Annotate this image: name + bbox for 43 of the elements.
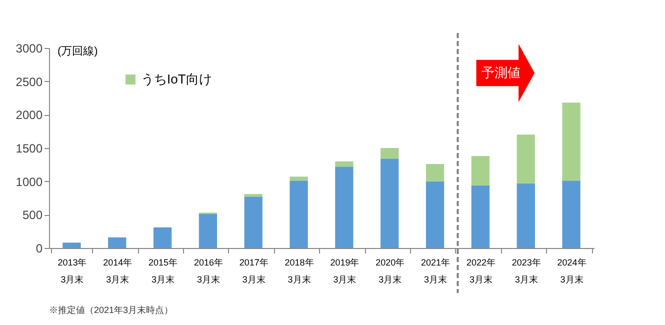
bar [244, 194, 262, 197]
bar [62, 242, 81, 248]
bar [516, 183, 535, 248]
y-tick-label: 1000 [16, 174, 43, 189]
y-tick-label: 3000 [16, 42, 43, 56]
bar [244, 196, 262, 248]
bar [562, 180, 580, 248]
bar [335, 166, 354, 248]
bar [426, 164, 444, 182]
bar [380, 158, 399, 248]
x-tick-label: 2016年 3月末 [194, 258, 223, 284]
text: ※推定値（2021年3月末時点） [49, 305, 174, 315]
bar [198, 214, 218, 248]
x-tick-label: 2014年 3月末 [103, 258, 132, 284]
x-tick-label: 2013年 3月末 [58, 258, 87, 284]
bar [108, 237, 126, 248]
bar [562, 102, 580, 181]
x-tick-label: 2024年 3月末 [557, 258, 586, 284]
x-tick-label: 2019年 3月末 [330, 258, 360, 284]
y-tick-label: 2000 [16, 108, 43, 122]
legend-label: うちIoT向け [141, 72, 212, 86]
y-axis-title: (万回線) [58, 46, 98, 58]
x-tick-label: 2022年 3月末 [466, 258, 496, 284]
x-tick-label: 2020年 3月末 [376, 258, 405, 284]
y-tick-label: 1500 [16, 142, 43, 156]
bar [471, 156, 490, 186]
bar [335, 161, 354, 167]
y-tick-label: 2500 [16, 74, 43, 89]
bar [153, 227, 172, 248]
x-tick-label: 2023年 3月末 [512, 258, 541, 284]
annotation: 予測値 [481, 65, 520, 80]
x-tick-label: 2015年 3月末 [148, 258, 178, 284]
x-tick-label: 2018年 3月末 [284, 258, 314, 284]
x-tick-label: 2021年 3月末 [421, 258, 450, 284]
x-tick-label: 2017年 3月末 [239, 258, 268, 284]
bar [471, 185, 490, 248]
y-tick-label: 0 [36, 242, 43, 256]
y-tick-label: 500 [22, 208, 43, 222]
bar [380, 148, 399, 159]
bar [426, 181, 444, 248]
bar [290, 180, 308, 248]
bar [290, 176, 308, 181]
bar [516, 134, 535, 184]
